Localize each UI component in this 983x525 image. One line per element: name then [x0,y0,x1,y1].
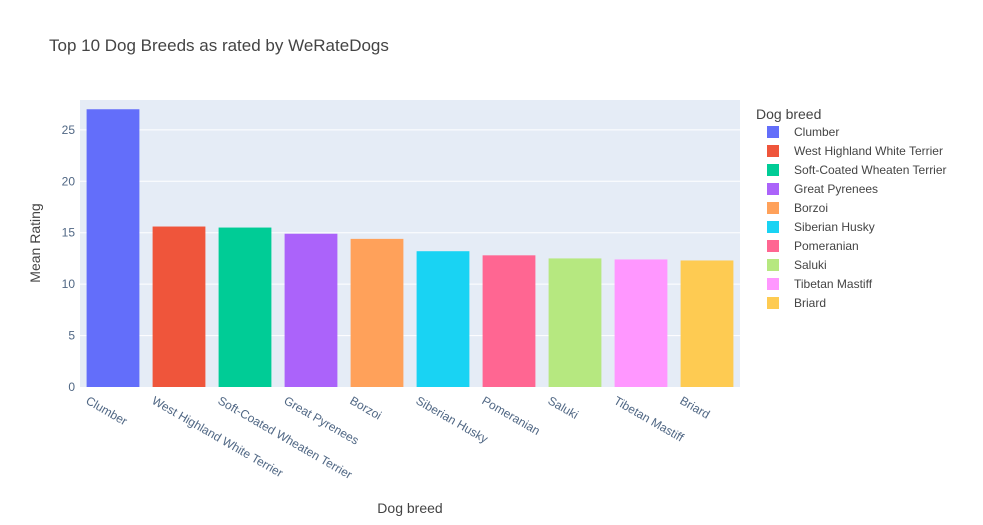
legend-swatch[interactable] [767,126,779,138]
bar[interactable] [482,255,536,387]
bar[interactable] [284,233,338,387]
bar[interactable] [350,238,404,387]
y-axis-ticks: 0 5 10 15 20 25 [62,123,76,394]
legend-swatch[interactable] [767,297,779,309]
legend: Dog breed Clumber West Highland White Ter… [756,106,947,310]
legend-label[interactable]: Borzoi [794,201,828,215]
legend-label[interactable]: Great Pyrenees [794,182,878,196]
x-tick-label: Briard [678,393,713,421]
bar[interactable] [680,260,734,387]
legend-title: Dog breed [756,106,821,122]
legend-swatch[interactable] [767,278,779,290]
legend-label[interactable]: Pomeranian [794,239,859,253]
y-tick-label: 15 [62,226,76,240]
legend-swatch[interactable] [767,221,779,233]
bars [86,109,734,388]
y-tick-label: 20 [62,174,76,188]
x-tick-label: Pomeranian [480,393,543,437]
x-tick-label: Saluki [546,393,581,421]
bar[interactable] [416,251,470,387]
legend-label[interactable]: Siberian Husky [794,220,875,234]
y-tick-label: 10 [62,277,76,291]
x-tick-label: Clumber [84,393,130,428]
legend-swatch[interactable] [767,164,779,176]
y-tick-label: 5 [68,329,75,343]
chart-title: Top 10 Dog Breeds as rated by WeRateDogs [49,36,389,55]
bar[interactable] [86,109,140,388]
legend-label[interactable]: Soft-Coated Wheaten Terrier [794,163,947,177]
legend-label[interactable]: Briard [794,296,826,310]
legend-label[interactable]: West Highland White Terrier [794,144,943,158]
legend-swatch[interactable] [767,145,779,157]
bar[interactable] [614,259,668,387]
legend-label[interactable]: Clumber [794,125,839,139]
x-axis-ticks: Clumber West Highland White TerrierSoft-C… [84,393,713,481]
legend-label[interactable]: Tibetan Mastiff [794,277,873,291]
x-tick-label: Siberian Husky [414,393,491,445]
bar[interactable] [548,258,602,387]
legend-items: Clumber West Highland White Terrier Soft-C… [767,125,947,310]
legend-swatch[interactable] [767,259,779,271]
y-tick-label: 0 [68,380,75,394]
legend-label[interactable]: Saluki [794,258,827,272]
x-tick-label: Borzoi [348,393,384,422]
bar[interactable] [152,226,206,387]
y-tick-label: 25 [62,123,76,137]
legend-swatch[interactable] [767,240,779,252]
x-axis-title: Dog breed [377,500,442,516]
x-tick-label: Tibetan Mastiff [612,393,687,444]
legend-swatch[interactable] [767,183,779,195]
y-axis-title: Mean Rating [27,203,43,282]
bar[interactable] [218,227,272,387]
legend-swatch[interactable] [767,202,779,214]
